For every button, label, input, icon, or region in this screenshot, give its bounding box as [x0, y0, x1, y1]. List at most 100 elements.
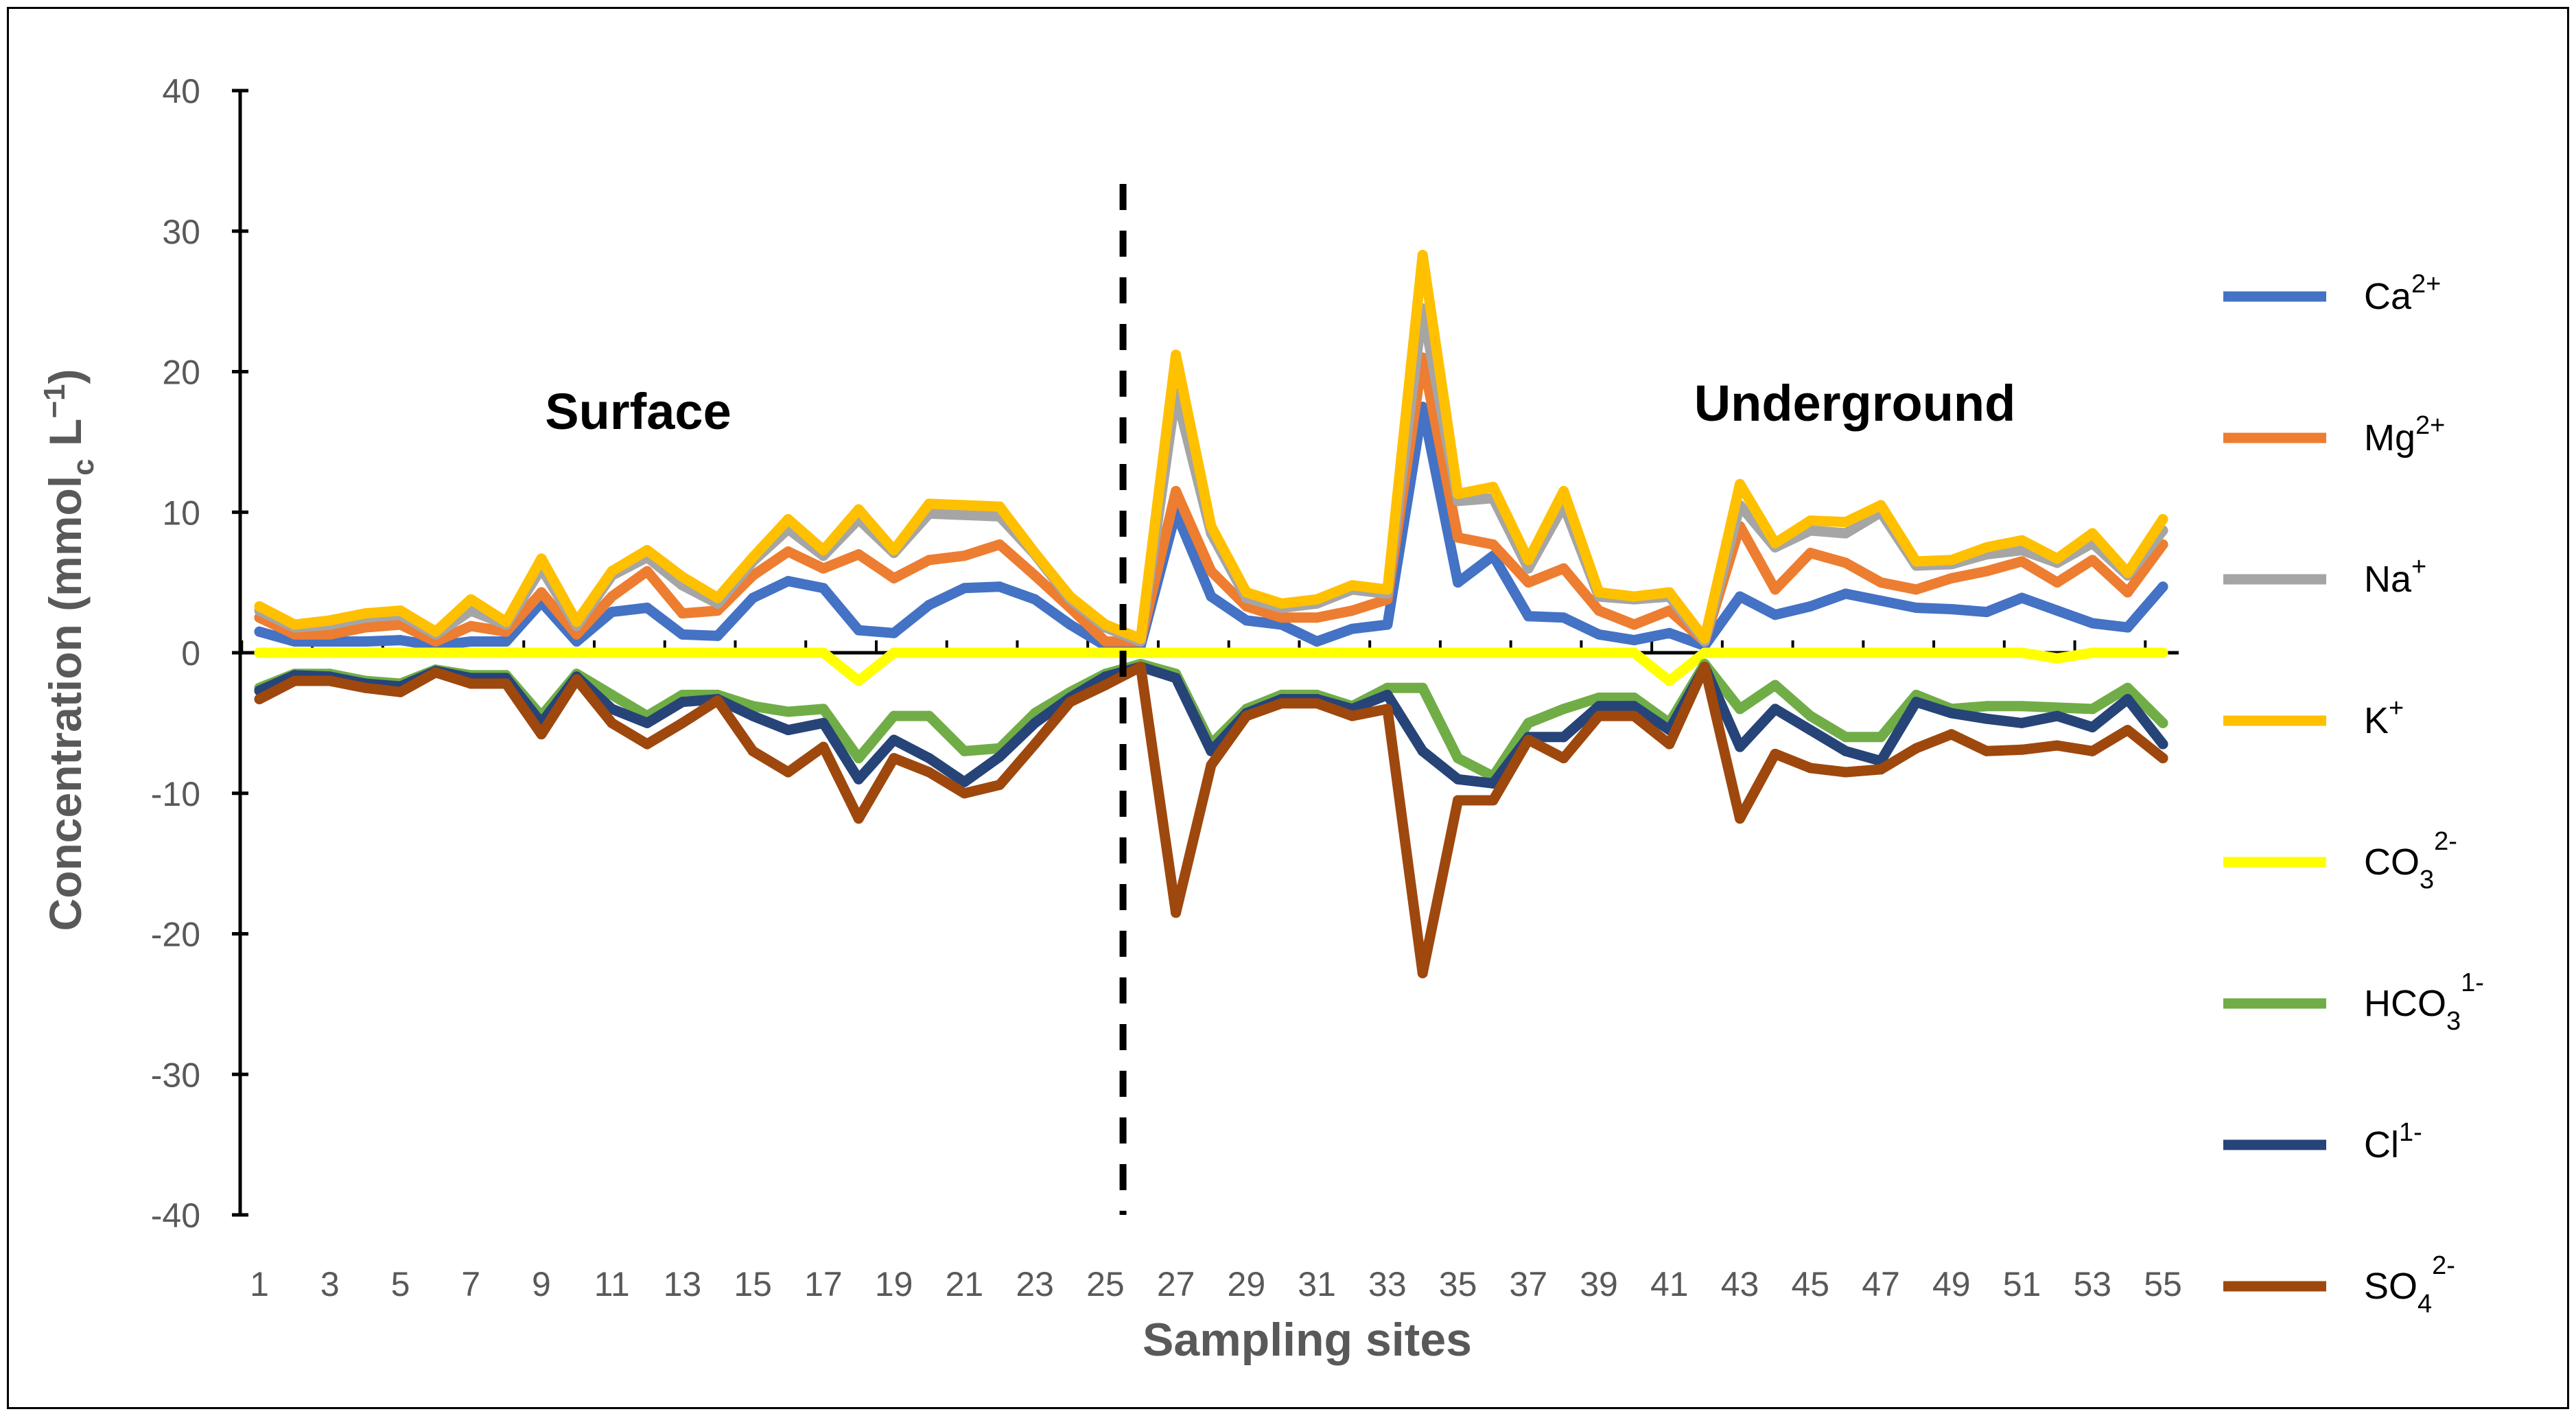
data-point	[1276, 647, 1287, 658]
data-point	[1981, 713, 1992, 724]
data-point	[783, 647, 794, 658]
data-point	[853, 753, 864, 764]
data-point	[924, 710, 935, 721]
data-point	[1311, 594, 1322, 605]
data-point	[1488, 795, 1499, 806]
data-point	[889, 545, 900, 556]
data-point	[677, 608, 688, 619]
x-tick-label: 53	[2073, 1265, 2111, 1303]
data-point	[1875, 647, 1886, 658]
data-point	[1628, 619, 1639, 630]
data-point	[1065, 619, 1076, 630]
data-point	[2157, 739, 2168, 750]
data-point	[1135, 661, 1146, 672]
data-point	[1946, 729, 1957, 740]
data-point	[1946, 572, 1957, 583]
legend-label: Cl1-	[2364, 1118, 2422, 1165]
data-point	[1488, 539, 1499, 550]
data-point	[1805, 601, 1816, 612]
data-point	[2157, 581, 2168, 592]
data-point	[325, 675, 336, 686]
y-tick-label: -20	[151, 916, 200, 954]
data-point	[1276, 612, 1287, 623]
data-point	[1593, 587, 1604, 598]
data-point	[1382, 704, 1393, 715]
data-point	[1805, 548, 1816, 559]
data-point	[889, 734, 900, 745]
x-tick-label: 35	[1439, 1265, 1477, 1303]
data-point	[889, 753, 900, 764]
series-points-co	[254, 647, 2168, 686]
data-point	[430, 626, 441, 637]
data-point	[1171, 907, 1182, 918]
data-point	[677, 629, 688, 640]
y-tick-label: 40	[162, 72, 200, 111]
data-point	[747, 701, 758, 712]
data-point	[2122, 694, 2133, 705]
y-axis-title: Concentration (mmolc L−1)	[38, 369, 100, 931]
data-point	[994, 501, 1005, 512]
y-tick-label: -30	[151, 1056, 200, 1094]
data-point	[1346, 605, 1357, 616]
x-tick-label: 49	[1932, 1265, 1971, 1303]
data-point	[1417, 647, 1428, 658]
data-point	[1910, 697, 1921, 708]
data-point	[2122, 587, 2133, 598]
data-point	[994, 539, 1005, 550]
data-point	[1206, 521, 1217, 532]
x-tick-label: 7	[461, 1265, 480, 1303]
data-point	[1735, 741, 1746, 752]
data-point	[642, 566, 653, 577]
y-axis-title-unit: L	[40, 419, 91, 459]
data-point	[889, 710, 900, 721]
data-point	[1770, 680, 1781, 690]
data-point	[325, 615, 336, 626]
data-point	[747, 570, 758, 581]
data-point	[1910, 602, 1921, 613]
data-point	[1770, 610, 1781, 620]
data-point	[1135, 647, 1146, 658]
data-point	[360, 608, 371, 619]
data-point	[2087, 745, 2098, 756]
data-point	[994, 647, 1005, 658]
data-point	[1276, 698, 1287, 709]
y-tick-label: 10	[162, 494, 200, 532]
data-point	[571, 674, 582, 685]
data-point	[1523, 555, 1534, 566]
data-point	[1840, 557, 1851, 568]
data-point	[2122, 682, 2133, 693]
data-point	[1805, 647, 1816, 658]
y-tick-label: 0	[181, 634, 200, 673]
data-point	[1981, 607, 1992, 618]
data-point	[1241, 710, 1252, 721]
data-point	[642, 717, 653, 728]
data-point	[1593, 693, 1604, 704]
data-point	[783, 513, 794, 524]
x-tick-label: 37	[1510, 1265, 1548, 1303]
data-point	[642, 647, 653, 658]
data-point	[1946, 555, 1957, 566]
data-point	[1171, 647, 1182, 658]
data-point	[1523, 734, 1534, 745]
data-point	[2157, 647, 2168, 658]
data-point	[1100, 680, 1111, 690]
data-point	[2017, 744, 2028, 755]
data-point	[1946, 708, 1957, 719]
data-point	[1417, 968, 1428, 979]
data-point	[1488, 647, 1499, 658]
data-point	[853, 504, 864, 515]
data-point	[959, 583, 970, 594]
data-point	[959, 647, 970, 658]
data-point	[1840, 517, 1851, 528]
data-point	[254, 626, 265, 637]
data-point	[1840, 745, 1851, 756]
data-point	[1628, 693, 1639, 704]
data-point	[1770, 647, 1781, 658]
data-point	[1311, 612, 1322, 623]
x-tick-label: 27	[1157, 1265, 1195, 1303]
data-point	[395, 686, 406, 697]
data-point	[2087, 704, 2098, 715]
data-point	[1699, 661, 1710, 672]
data-point	[2017, 701, 2028, 712]
data-point	[1770, 748, 1781, 759]
